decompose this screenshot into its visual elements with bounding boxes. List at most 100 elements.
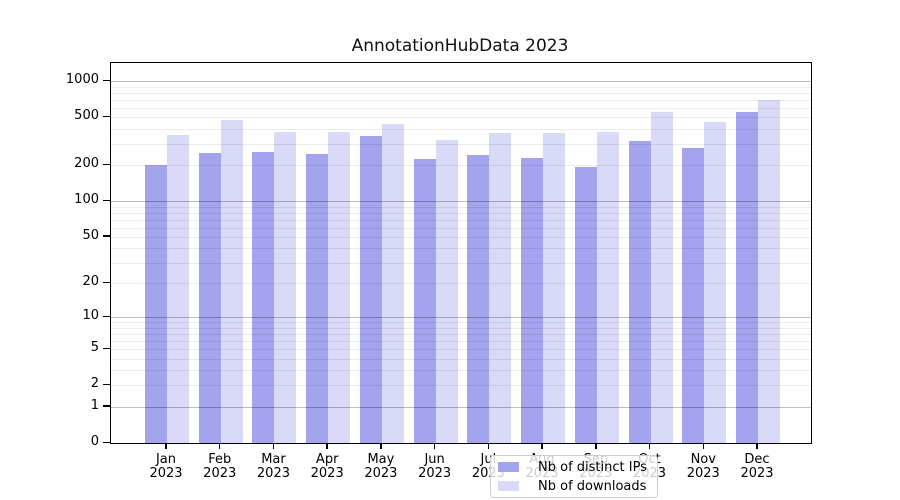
bar-downloads [328, 132, 351, 443]
major-gridline [111, 81, 811, 82]
bars-layer [111, 63, 811, 443]
major-gridline [111, 406, 811, 408]
minor-gridline [111, 143, 811, 145]
bar-downloads [489, 133, 512, 443]
y-tick-label: 100 [74, 192, 99, 208]
plot-area: Nb of distinct IPs Nb of downloads [110, 62, 812, 498]
bar-downloads [758, 100, 780, 443]
major-gridline [111, 201, 811, 203]
y-axis-tick [103, 235, 110, 237]
y-axis-tick [103, 163, 110, 166]
bar-distinct-ips [628, 140, 651, 443]
y-tick-label: 10 [82, 308, 99, 324]
minor-gridline [111, 107, 811, 109]
y-tick-label: 1 [90, 397, 99, 413]
bar-distinct-ips [574, 166, 597, 443]
legend-item-distinct-ips: Nb of distinct IPs [497, 459, 651, 475]
minor-gridline [111, 248, 811, 250]
y-tick-label: 200 [74, 156, 99, 172]
bar-distinct-ips [252, 151, 275, 443]
bar-downloads [543, 133, 566, 443]
minor-gridline [111, 370, 811, 372]
x-axis-tick [702, 443, 705, 449]
minor-gridline [111, 236, 811, 238]
bar-downloads [274, 132, 297, 443]
x-tick-label: Jun 2023 [418, 452, 452, 481]
minor-gridline [111, 327, 811, 329]
bar-downloads [596, 132, 619, 443]
y-axis-tick [103, 383, 110, 386]
minor-gridline [111, 99, 811, 101]
bar-downloads [650, 111, 673, 443]
minor-gridline [111, 219, 811, 221]
minor-gridline [111, 165, 811, 167]
x-tick-label: Jan 2023 [149, 452, 183, 481]
x-axis-tick [326, 443, 328, 449]
y-axis-tick [103, 405, 110, 407]
x-axis-tick [487, 443, 490, 449]
x-axis-tick [756, 443, 758, 449]
y-axis-tick [103, 281, 110, 284]
major-gridline [111, 317, 811, 319]
minor-gridline [111, 263, 811, 265]
y-axis-tick [103, 79, 110, 81]
y-axis-tick [103, 199, 110, 202]
x-tick-label: Apr 2023 [310, 452, 344, 481]
y-axis-tick [103, 315, 110, 318]
y-axis-tick [103, 347, 110, 350]
x-axis-tick [648, 443, 651, 449]
x-axis-tick [433, 443, 436, 449]
y-tick-label: 5 [90, 340, 99, 356]
bar-downloads [381, 124, 404, 443]
minor-gridline [111, 349, 811, 351]
x-axis-tick [165, 443, 167, 449]
y-axis-tick [103, 441, 110, 443]
bar-distinct-ips [682, 148, 705, 443]
grid-layer [111, 63, 811, 443]
y-tick-label: 20 [82, 274, 99, 290]
x-axis-tick [595, 443, 597, 449]
x-axis-tick [541, 443, 543, 449]
y-tick-label: 1000 [65, 72, 99, 87]
bar-distinct-ips [306, 154, 329, 443]
minor-gridline [111, 117, 811, 119]
y-axis-tick [103, 115, 110, 118]
legend-label-downloads: Nb of downloads [538, 478, 647, 494]
bar-downloads [435, 140, 458, 443]
x-axis-tick [218, 443, 221, 449]
legend: Nb of distinct IPs Nb of downloads [490, 455, 658, 498]
x-tick-label: Dec 2023 [740, 452, 774, 481]
minor-gridline [111, 128, 811, 130]
x-tick-label: May 2023 [364, 452, 398, 481]
bar-downloads [704, 122, 727, 443]
minor-gridline [111, 322, 811, 324]
minor-gridline [111, 334, 811, 336]
legend-item-downloads: Nb of downloads [497, 478, 651, 494]
x-tick-label: Mar 2023 [256, 452, 290, 481]
minor-gridline [111, 92, 811, 94]
chart-title: AnnotationHubData 2023 [351, 36, 569, 56]
x-axis-tick [272, 443, 275, 449]
bar-distinct-ips [145, 165, 167, 443]
bar-distinct-ips [198, 153, 221, 443]
bar-distinct-ips [413, 159, 436, 443]
minor-gridline [111, 206, 811, 208]
minor-gridline [111, 341, 811, 343]
bar-distinct-ips [521, 158, 544, 443]
bar-distinct-ips [467, 155, 490, 443]
y-tick-label: 2 [90, 376, 99, 392]
bar-downloads [220, 120, 243, 443]
x-tick-label: Feb 2023 [203, 452, 237, 481]
legend-label-distinct-ips: Nb of distinct IPs [538, 459, 647, 475]
minor-gridline [111, 358, 811, 360]
x-tick-label: Nov 2023 [686, 452, 720, 481]
bar-distinct-ips [359, 136, 382, 443]
legend-swatch-downloads [498, 481, 519, 491]
minor-gridline [111, 227, 811, 229]
x-axis-tick [380, 443, 382, 449]
minor-gridline [111, 283, 811, 285]
minor-gridline [111, 212, 811, 214]
bar-distinct-ips [736, 112, 758, 443]
bar-downloads [167, 134, 189, 443]
